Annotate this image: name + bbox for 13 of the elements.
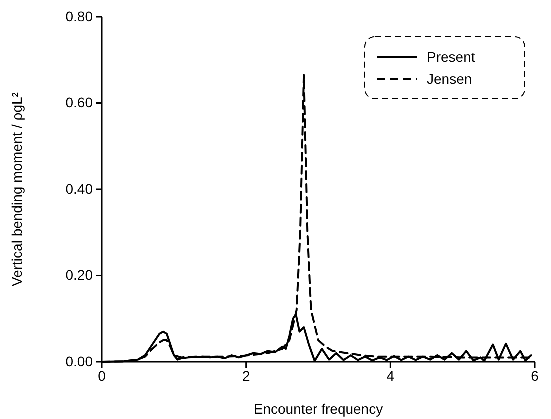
x-tick-label: 6 xyxy=(531,368,540,384)
x-tick-label: 2 xyxy=(242,368,250,384)
y-tick-label: 0.40 xyxy=(66,180,94,197)
y-tick-label: 0.80 xyxy=(66,8,94,24)
x-axis-title: Encounter frequency xyxy=(254,401,384,417)
y-tick-label: 0.00 xyxy=(66,353,94,370)
x-tick-label: 4 xyxy=(386,368,395,384)
y-axis-title: Vertical bending moment / ρgL² xyxy=(9,92,25,286)
legend-label: Present xyxy=(427,49,476,65)
x-tick-label: 0 xyxy=(98,368,106,384)
y-tick-label: 0.20 xyxy=(66,267,94,284)
y-tick-label: 0.60 xyxy=(66,94,94,111)
legend-label: Jensen xyxy=(427,71,472,87)
